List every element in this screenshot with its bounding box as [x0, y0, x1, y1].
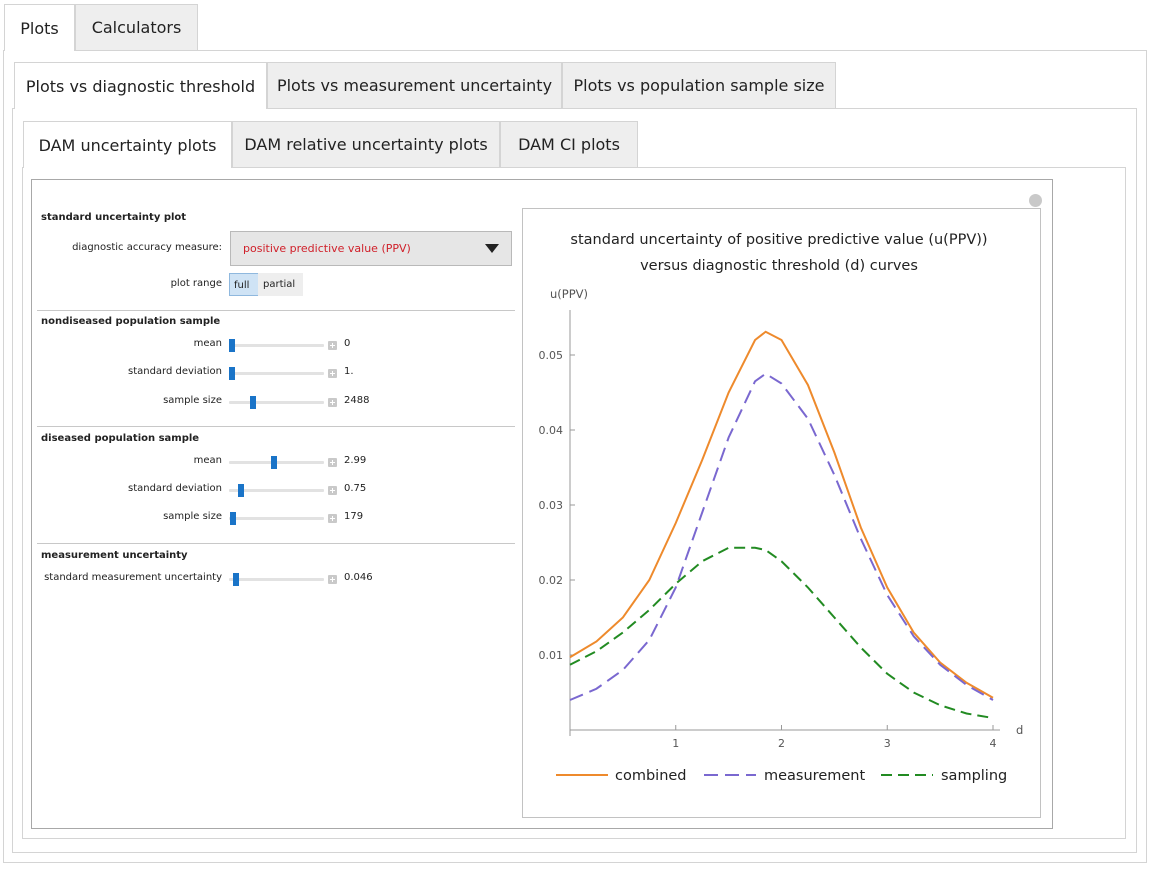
slider-track[interactable]	[229, 489, 324, 492]
section-title: standard uncertainty plot	[41, 212, 187, 223]
slider-label: sample size	[163, 511, 222, 522]
line-series	[569, 546, 994, 719]
line-series	[569, 330, 994, 699]
x-tick-label: 4	[990, 737, 997, 750]
slider-track[interactable]	[229, 372, 324, 375]
expand-icon[interactable]	[328, 341, 337, 350]
section-title: diseased population sample	[41, 433, 200, 444]
plot-options-icon[interactable]	[1029, 194, 1042, 207]
slider-label: sample size	[163, 395, 222, 406]
expand-icon[interactable]	[328, 458, 337, 467]
slider-value: 1.	[344, 366, 354, 377]
content-box	[31, 179, 1053, 829]
y-tick-label: 0.04	[539, 424, 564, 437]
slider-value: 0.046	[344, 572, 373, 583]
tab[interactable]: Plots vs diagnostic threshold	[14, 62, 267, 109]
x-axis-label: d	[1016, 723, 1023, 737]
section-title: nondiseased population sample	[41, 316, 221, 327]
slider-track[interactable]	[229, 517, 324, 520]
y-axis-label: u(PPV)	[550, 287, 588, 301]
y-tick-label: 0.01	[539, 649, 564, 662]
slider-value: 0	[344, 338, 351, 349]
slider-label: mean	[193, 455, 222, 466]
slider-value: 2.99	[344, 455, 367, 466]
slider-thumb[interactable]	[250, 396, 256, 409]
slider-thumb[interactable]	[238, 484, 244, 497]
dropdown-value: positive predictive value (PPV)	[243, 242, 411, 255]
range-button[interactable]: partial	[258, 273, 303, 296]
tab[interactable]: DAM CI plots	[500, 121, 638, 167]
y-tick-label: 0.02	[539, 574, 564, 587]
tab[interactable]: Plots vs population sample size	[562, 62, 836, 108]
slider-track[interactable]	[229, 578, 324, 581]
legend-label: sampling	[941, 768, 1007, 784]
section-title: measurement uncertainty	[41, 550, 188, 561]
chart-title: standard uncertainty of positive predict…	[570, 232, 987, 248]
tab[interactable]: DAM relative uncertainty plots	[232, 121, 500, 167]
expand-icon[interactable]	[328, 369, 337, 378]
slider-label: standard deviation	[127, 483, 222, 494]
legend-label: measurement	[764, 768, 865, 784]
chart: standard uncertainty of positive predict…	[539, 232, 1024, 784]
slider-label: standard deviation	[127, 366, 222, 377]
tab[interactable]: DAM uncertainty plots	[23, 121, 232, 168]
separator	[37, 310, 515, 311]
dropdown-arrow	[485, 244, 499, 253]
tab[interactable]: Plots	[4, 4, 75, 51]
slider-value: 2488	[344, 395, 370, 406]
slider-thumb[interactable]	[271, 456, 277, 469]
expand-icon[interactable]	[328, 398, 337, 407]
plot-range-label: plot range	[170, 278, 222, 289]
y-tick-label: 0.03	[539, 499, 564, 512]
separator	[37, 426, 515, 427]
plot-frame	[522, 208, 1041, 818]
tab[interactable]: Calculators	[75, 4, 198, 50]
y-tick-label: 0.05	[539, 349, 564, 362]
dropdown[interactable]: positive predictive value (PPV)	[230, 231, 512, 266]
slider-thumb[interactable]	[233, 573, 239, 586]
slider-thumb[interactable]	[230, 512, 236, 525]
range-button[interactable]: full	[229, 273, 259, 296]
slider-track[interactable]	[229, 401, 324, 404]
slider-label: mean	[193, 338, 222, 349]
chart-title: versus diagnostic threshold (d) curves	[640, 258, 918, 274]
slider-value: 0.75	[344, 483, 367, 494]
expand-icon[interactable]	[328, 486, 337, 495]
slider-thumb[interactable]	[229, 367, 235, 380]
slider-value: 179	[344, 511, 364, 522]
line-series	[569, 372, 994, 701]
expand-icon[interactable]	[328, 514, 337, 523]
tab[interactable]: Plots vs measurement uncertainty	[267, 62, 562, 108]
legend-label: combined	[615, 768, 687, 784]
x-tick-label: 3	[884, 737, 891, 750]
x-tick-label: 2	[778, 737, 785, 750]
expand-icon[interactable]	[328, 575, 337, 584]
slider-thumb[interactable]	[229, 339, 235, 352]
slider-track[interactable]	[229, 344, 324, 347]
x-tick-label: 1	[672, 737, 679, 750]
slider-label: standard measurement uncertainty	[44, 572, 222, 583]
measure-label: diagnostic accuracy measure:	[72, 242, 222, 253]
separator	[37, 543, 515, 544]
